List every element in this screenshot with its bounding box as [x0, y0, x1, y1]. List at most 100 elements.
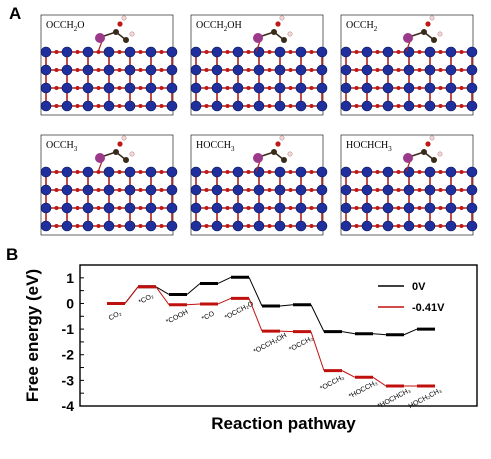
oxygen-atom: [117, 21, 123, 27]
oxygen-atom: [54, 206, 59, 210]
oxygen-atom: [159, 104, 164, 108]
structure-tile: HOCHCH3: [340, 134, 478, 236]
oxygen-atom: [204, 50, 209, 54]
slab-atom: [316, 220, 328, 232]
slab-atom: [295, 184, 307, 196]
oxygen-atom: [309, 188, 314, 192]
slab-atom: [166, 46, 178, 58]
slab-atom: [403, 82, 415, 94]
slab-atom: [466, 220, 478, 232]
oxygen-atom: [459, 104, 464, 108]
slab-atom: [232, 184, 244, 196]
oxygen-atom: [309, 206, 314, 210]
oxygen-atom: [138, 170, 143, 174]
slab-atom: [424, 184, 436, 196]
slab-atom: [61, 202, 73, 214]
oxygen-atom: [54, 68, 59, 72]
oxygen-atom: [267, 86, 272, 90]
slab-atom: [274, 184, 286, 196]
y-tick-label: 1: [66, 270, 74, 286]
slab-atom: [124, 202, 136, 214]
slab-atom: [466, 100, 478, 112]
oxygen-atom: [354, 206, 359, 210]
oxygen-atom: [275, 21, 281, 27]
oxygen-atom: [425, 21, 431, 27]
oxygen-atom: [204, 104, 209, 108]
carbon-atom: [431, 37, 437, 43]
slab-atom: [103, 184, 115, 196]
oxygen-atom: [354, 104, 359, 108]
oxygen-atom: [417, 104, 422, 108]
oxygen-atom: [96, 224, 101, 228]
hydrogen-atom: [287, 151, 293, 157]
oxygen-atom: [309, 104, 314, 108]
slab-atom: [445, 184, 457, 196]
connector-line: [310, 304, 325, 332]
slab-atom: [145, 202, 157, 214]
slab-atom: [103, 166, 115, 178]
slab-atom: [166, 220, 178, 232]
slab-atom: [466, 202, 478, 214]
oxygen-atom: [417, 206, 422, 210]
slab-atom: [295, 64, 307, 76]
oxygen-atom: [75, 206, 80, 210]
connector-line: [248, 277, 263, 307]
connector-line: [217, 276, 232, 284]
structure-label: HOCCH3: [196, 140, 235, 153]
oxygen-atom: [375, 224, 380, 228]
slab-atom: [466, 82, 478, 94]
oxygen-atom: [204, 206, 209, 210]
oxygen-atom: [396, 104, 401, 108]
slab-atom: [403, 184, 415, 196]
slab-atom: [274, 100, 286, 112]
oxygen-atom: [204, 68, 209, 72]
carbon-atom: [281, 157, 287, 163]
slab-atom: [361, 64, 373, 76]
slab-atom: [403, 202, 415, 214]
slab-atom: [274, 82, 286, 94]
slab-atom: [445, 166, 457, 178]
slab-atom: [340, 202, 352, 214]
oxygen-atom: [138, 224, 143, 228]
slab-atom: [361, 166, 373, 178]
slab-atom: [466, 64, 478, 76]
oxygen-atom: [288, 188, 293, 192]
oxygen-atom: [75, 50, 80, 54]
oxygen-atom: [438, 104, 443, 108]
carbon-atom: [271, 29, 277, 35]
slab-atom: [124, 46, 136, 58]
oxygen-atom: [75, 104, 80, 108]
connector-line: [279, 304, 294, 307]
structure-tile: OCCH2OH: [190, 14, 328, 116]
slab-atom: [316, 202, 328, 214]
slab-atom: [211, 220, 223, 232]
oxygen-atom: [375, 50, 380, 54]
slab-atom: [340, 184, 352, 196]
oxygen-atom: [267, 224, 272, 228]
category-label: *CO: [201, 310, 216, 323]
slab-atom: [190, 46, 202, 58]
slab-atom: [82, 166, 94, 178]
slab-atom: [232, 220, 244, 232]
slab-atom: [253, 82, 265, 94]
structure-tile: OCCH2O: [40, 14, 178, 116]
oxygen-atom: [459, 170, 464, 174]
category-label: *OCCH₂OH: [253, 332, 289, 355]
dopant-atom: [403, 33, 413, 43]
oxygen-atom: [354, 188, 359, 192]
oxygen-atom: [117, 206, 122, 210]
slab-atom: [340, 220, 352, 232]
oxygen-atom: [159, 188, 164, 192]
slab-atom: [190, 100, 202, 112]
slab-atom: [166, 166, 178, 178]
slab-atom: [166, 64, 178, 76]
dopant-atom: [403, 153, 413, 163]
category-label: HOCH₂CH₃: [408, 387, 443, 410]
oxygen-atom: [246, 170, 251, 174]
oxygen-atom: [459, 188, 464, 192]
structure-tile: HOCCH3: [190, 134, 328, 236]
oxygen-atom: [75, 68, 80, 72]
slab-atom: [295, 82, 307, 94]
oxygen-atom: [417, 170, 422, 174]
oxygen-atom: [204, 170, 209, 174]
